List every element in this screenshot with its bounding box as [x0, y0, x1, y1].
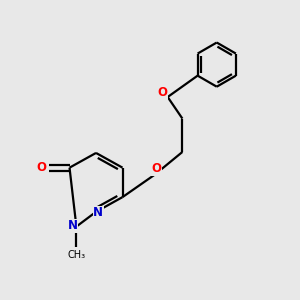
Text: N: N: [68, 220, 78, 232]
Text: N: N: [93, 206, 103, 219]
Text: CH₃: CH₃: [67, 250, 86, 260]
Text: O: O: [37, 161, 46, 174]
Text: O: O: [158, 86, 167, 99]
Text: O: O: [152, 162, 161, 175]
